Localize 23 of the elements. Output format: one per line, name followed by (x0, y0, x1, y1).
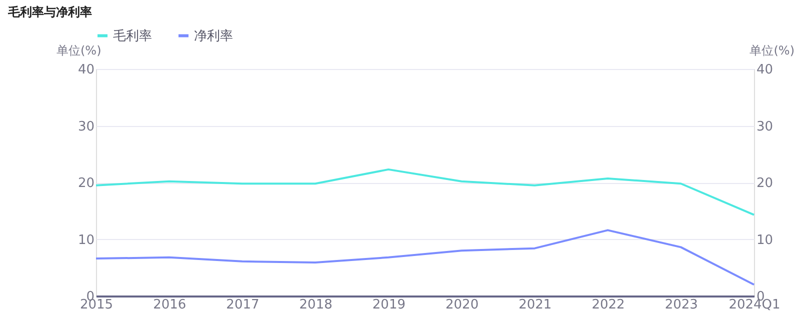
x-tick-label: 2023 (664, 298, 698, 312)
x-tick-label: 2018 (299, 298, 332, 312)
y-tick-label: 30 (78, 119, 94, 134)
y2-tick-label: 10 (756, 232, 774, 248)
y-axis-title: 单位(%) (56, 44, 102, 58)
legend-label: 毛利率 (113, 28, 152, 44)
y-tick-label: 10 (78, 232, 94, 248)
y2-tick-label: 30 (756, 119, 774, 134)
legend-label: 净利率 (194, 28, 233, 44)
y2-axis-title: 单位(%) (750, 44, 794, 58)
x-tick-label: 2019 (372, 298, 406, 312)
x-tick-label: 2021 (518, 298, 552, 312)
y-tick-label: 20 (78, 176, 94, 191)
y2-tick-label: 20 (756, 176, 774, 191)
x-tick-label: 2020 (446, 298, 479, 312)
y-tick-label: 40 (78, 62, 94, 78)
chart-title: 毛利率与净利率 (7, 5, 92, 19)
x-tick-label: 2017 (226, 298, 260, 312)
x-tick-label: 2022 (592, 298, 625, 312)
x-tick-label: 2016 (153, 298, 186, 312)
line-series (95, 168, 755, 216)
line-series (95, 229, 755, 286)
y2-tick-label: 40 (756, 62, 774, 78)
